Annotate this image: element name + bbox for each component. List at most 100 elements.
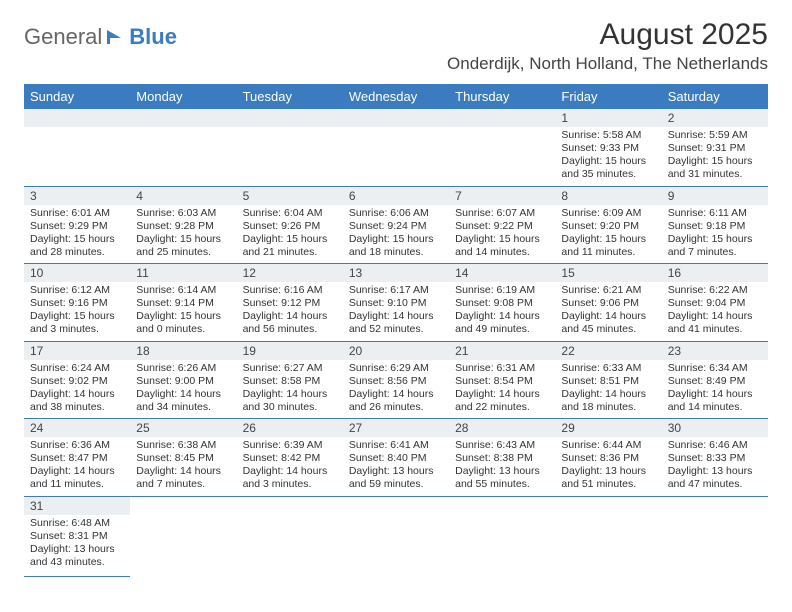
calendar-cell: 5Sunrise: 6:04 AMSunset: 9:26 PMDaylight… [237, 186, 343, 264]
calendar-cell: 24Sunrise: 6:36 AMSunset: 8:47 PMDayligh… [24, 419, 130, 497]
daylight-line-1: Daylight: 15 hours [561, 233, 655, 246]
sunrise-line: Sunrise: 5:58 AM [561, 129, 655, 142]
day-number: 24 [24, 419, 130, 437]
sunrise-line: Sunrise: 6:46 AM [668, 439, 762, 452]
daylight-line-2: and 14 minutes. [668, 401, 762, 414]
day-number: 27 [343, 419, 449, 437]
day-number: 1 [555, 109, 661, 127]
day-number: 30 [662, 419, 768, 437]
calendar-cell [24, 109, 130, 186]
daylight-line-1: Daylight: 13 hours [668, 465, 762, 478]
calendar-cell: 25Sunrise: 6:38 AMSunset: 8:45 PMDayligh… [130, 419, 236, 497]
logo-text-1: General [24, 24, 102, 50]
day-number: 22 [555, 342, 661, 360]
daylight-line-1: Daylight: 13 hours [30, 543, 124, 556]
sunrise-line: Sunrise: 6:34 AM [668, 362, 762, 375]
calendar-cell: 22Sunrise: 6:33 AMSunset: 8:51 PMDayligh… [555, 341, 661, 419]
day-body: Sunrise: 6:27 AMSunset: 8:58 PMDaylight:… [237, 360, 343, 419]
sunset-line: Sunset: 9:18 PM [668, 220, 762, 233]
col-friday: Friday [555, 84, 661, 109]
daylight-line-2: and 31 minutes. [668, 168, 762, 181]
day-body: Sunrise: 6:22 AMSunset: 9:04 PMDaylight:… [662, 282, 768, 341]
daylight-line-1: Daylight: 13 hours [561, 465, 655, 478]
day-number: 29 [555, 419, 661, 437]
sunrise-line: Sunrise: 6:24 AM [30, 362, 124, 375]
calendar-week: 17Sunrise: 6:24 AMSunset: 9:02 PMDayligh… [24, 341, 768, 419]
calendar-cell: 29Sunrise: 6:44 AMSunset: 8:36 PMDayligh… [555, 419, 661, 497]
sunrise-line: Sunrise: 6:21 AM [561, 284, 655, 297]
calendar-header-row: Sunday Monday Tuesday Wednesday Thursday… [24, 84, 768, 109]
calendar-cell [449, 496, 555, 576]
sunrise-line: Sunrise: 6:38 AM [136, 439, 230, 452]
sunrise-line: Sunrise: 6:03 AM [136, 207, 230, 220]
day-number: 16 [662, 264, 768, 282]
day-number: 2 [662, 109, 768, 127]
daylight-line-1: Daylight: 14 hours [136, 388, 230, 401]
sunset-line: Sunset: 9:04 PM [668, 297, 762, 310]
sunrise-line: Sunrise: 6:43 AM [455, 439, 549, 452]
sunset-line: Sunset: 9:12 PM [243, 297, 337, 310]
daylight-line-2: and 3 minutes. [30, 323, 124, 336]
sunset-line: Sunset: 9:00 PM [136, 375, 230, 388]
daylight-line-2: and 18 minutes. [349, 246, 443, 259]
sunset-line: Sunset: 8:31 PM [30, 530, 124, 543]
page-title: August 2025 [447, 18, 768, 52]
daylight-line-2: and 43 minutes. [30, 556, 124, 569]
day-number: 23 [662, 342, 768, 360]
calendar-cell: 9Sunrise: 6:11 AMSunset: 9:18 PMDaylight… [662, 186, 768, 264]
sunrise-line: Sunrise: 6:41 AM [349, 439, 443, 452]
day-body: Sunrise: 6:01 AMSunset: 9:29 PMDaylight:… [24, 205, 130, 264]
daylight-line-1: Daylight: 14 hours [349, 388, 443, 401]
sunset-line: Sunset: 9:10 PM [349, 297, 443, 310]
daylight-line-2: and 34 minutes. [136, 401, 230, 414]
day-number: 3 [24, 187, 130, 205]
calendar-cell: 8Sunrise: 6:09 AMSunset: 9:20 PMDaylight… [555, 186, 661, 264]
sunrise-line: Sunrise: 6:36 AM [30, 439, 124, 452]
calendar-cell: 12Sunrise: 6:16 AMSunset: 9:12 PMDayligh… [237, 264, 343, 342]
sunrise-line: Sunrise: 6:27 AM [243, 362, 337, 375]
day-number: 11 [130, 264, 236, 282]
day-number: 26 [237, 419, 343, 437]
calendar-cell: 28Sunrise: 6:43 AMSunset: 8:38 PMDayligh… [449, 419, 555, 497]
day-body: Sunrise: 6:29 AMSunset: 8:56 PMDaylight:… [343, 360, 449, 419]
daylight-line-1: Daylight: 13 hours [349, 465, 443, 478]
day-body: Sunrise: 6:03 AMSunset: 9:28 PMDaylight:… [130, 205, 236, 264]
calendar-cell: 20Sunrise: 6:29 AMSunset: 8:56 PMDayligh… [343, 341, 449, 419]
sunset-line: Sunset: 9:16 PM [30, 297, 124, 310]
sunrise-line: Sunrise: 6:12 AM [30, 284, 124, 297]
day-number: 21 [449, 342, 555, 360]
sunset-line: Sunset: 9:28 PM [136, 220, 230, 233]
col-saturday: Saturday [662, 84, 768, 109]
calendar-cell: 17Sunrise: 6:24 AMSunset: 9:02 PMDayligh… [24, 341, 130, 419]
sunset-line: Sunset: 9:20 PM [561, 220, 655, 233]
sunset-line: Sunset: 8:49 PM [668, 375, 762, 388]
sunset-line: Sunset: 8:45 PM [136, 452, 230, 465]
calendar-cell [237, 496, 343, 576]
day-number: 31 [24, 497, 130, 515]
sunset-line: Sunset: 8:58 PM [243, 375, 337, 388]
day-number: 13 [343, 264, 449, 282]
day-number: 17 [24, 342, 130, 360]
day-body: Sunrise: 6:46 AMSunset: 8:33 PMDaylight:… [662, 437, 768, 496]
day-body: Sunrise: 6:12 AMSunset: 9:16 PMDaylight:… [24, 282, 130, 341]
col-thursday: Thursday [449, 84, 555, 109]
sunrise-line: Sunrise: 6:44 AM [561, 439, 655, 452]
day-body: Sunrise: 6:07 AMSunset: 9:22 PMDaylight:… [449, 205, 555, 264]
day-number: 4 [130, 187, 236, 205]
day-body: Sunrise: 6:11 AMSunset: 9:18 PMDaylight:… [662, 205, 768, 264]
sunrise-line: Sunrise: 6:48 AM [30, 517, 124, 530]
daylight-line-1: Daylight: 14 hours [668, 388, 762, 401]
calendar-cell [343, 109, 449, 186]
day-number: 10 [24, 264, 130, 282]
col-monday: Monday [130, 84, 236, 109]
day-body: Sunrise: 6:44 AMSunset: 8:36 PMDaylight:… [555, 437, 661, 496]
sunrise-line: Sunrise: 6:07 AM [455, 207, 549, 220]
day-body: Sunrise: 6:04 AMSunset: 9:26 PMDaylight:… [237, 205, 343, 264]
calendar-cell: 3Sunrise: 6:01 AMSunset: 9:29 PMDaylight… [24, 186, 130, 264]
sunrise-line: Sunrise: 6:19 AM [455, 284, 549, 297]
daylight-line-1: Daylight: 15 hours [30, 310, 124, 323]
day-number: 18 [130, 342, 236, 360]
calendar-body: 1Sunrise: 5:58 AMSunset: 9:33 PMDaylight… [24, 109, 768, 576]
calendar-cell: 31 Sunrise: 6:48 AMSunset: 8:31 PMDayligh… [24, 496, 130, 576]
day-body: Sunrise: 6:34 AMSunset: 8:49 PMDaylight:… [662, 360, 768, 419]
